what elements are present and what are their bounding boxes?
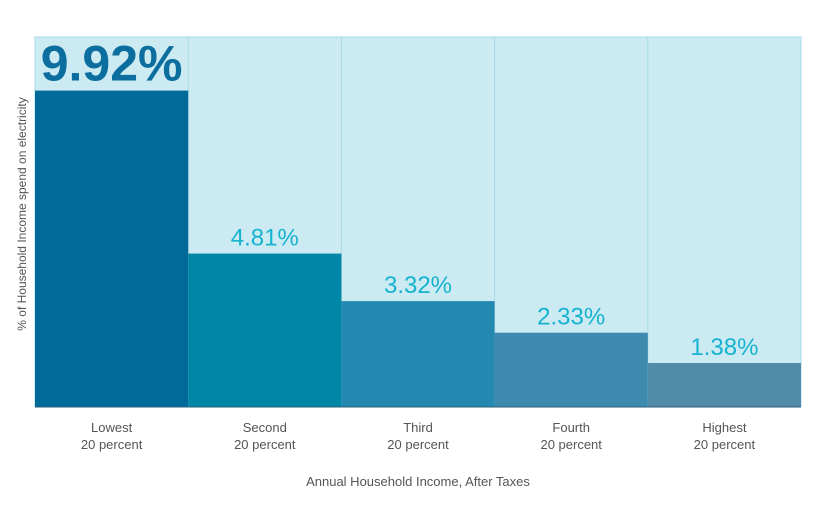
bar	[647, 362, 801, 407]
bar	[188, 253, 342, 407]
bar	[341, 301, 495, 407]
x-tick-labels: Lowest 20 percent Second 20 percent Third 20 …	[81, 420, 756, 452]
x-tick-label: Highest 20 percent	[694, 420, 756, 452]
y-axis-label: % of Household Income spend on electrici…	[15, 97, 29, 330]
bar-value-label: 3.32%	[384, 272, 452, 299]
bar-value-label: 1.38%	[690, 334, 758, 361]
x-tick-label: Second 20 percent	[234, 420, 296, 452]
bar-value-label: 9.92%	[41, 36, 183, 92]
x-axis-label: Annual Household Income, After Taxes	[306, 474, 530, 489]
bars	[35, 90, 801, 407]
bar-value-label: 2.33%	[537, 304, 605, 331]
bar	[35, 90, 189, 407]
x-tick-label: Third 20 percent	[387, 420, 449, 452]
x-tick-label: Fourth 20 percent	[540, 420, 602, 452]
value-labels: 9.92% 4.81% 3.32% 2.33% 1.38%	[41, 36, 759, 361]
x-tick-label: Lowest 20 percent	[81, 420, 143, 452]
bar-value-label: 4.81%	[231, 225, 299, 252]
bar	[494, 332, 648, 407]
